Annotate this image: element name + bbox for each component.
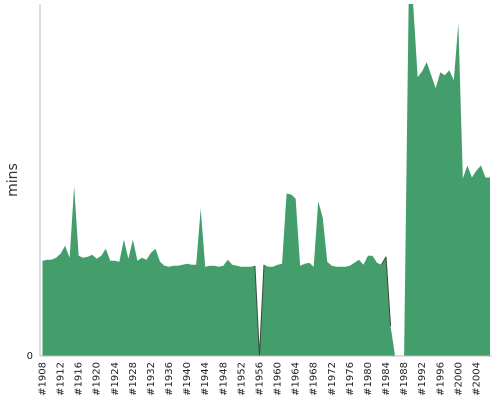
y-tick-label: 0 <box>27 351 33 362</box>
x-tick-label: #1960 <box>273 362 284 396</box>
x-tick-label: #1920 <box>92 362 103 396</box>
area-edge-segment <box>258 264 265 357</box>
x-tick-label: #1976 <box>345 362 356 396</box>
x-tick-label: #1940 <box>182 362 193 396</box>
x-tick-label: #1992 <box>417 362 428 396</box>
x-tick-label: #1948 <box>218 362 229 396</box>
x-tick-label: #1936 <box>164 362 175 396</box>
x-tick-label: #1908 <box>38 362 49 396</box>
x-tick-label: #1928 <box>128 362 139 396</box>
y-axis-title: mins <box>5 163 21 197</box>
x-tick-label: #1972 <box>327 362 338 396</box>
x-tick-label: #1988 <box>399 362 410 396</box>
x-tick-label: #2000 <box>453 362 464 396</box>
x-tick-label: #1912 <box>56 362 67 396</box>
area-edge-segment <box>254 265 260 357</box>
area-edge-segment <box>385 256 392 326</box>
x-tick-label: #1952 <box>236 362 247 396</box>
plot-area <box>42 4 490 357</box>
area-series <box>42 4 490 356</box>
x-tick-label: #1916 <box>74 362 85 396</box>
x-tick-label: #1924 <box>110 362 121 396</box>
area-edge-segment <box>381 256 387 265</box>
x-tick-label: #1996 <box>435 362 446 396</box>
x-tick-label: #1980 <box>363 362 374 396</box>
x-tick-label: #1984 <box>381 362 392 396</box>
x-tick-label: #1956 <box>254 362 265 396</box>
x-tick-label: #1932 <box>146 362 157 396</box>
x-tick-label: #1968 <box>309 362 320 396</box>
x-tick-label: #1944 <box>200 362 211 396</box>
x-tick-label: #2004 <box>471 362 482 396</box>
x-tick-label: #1964 <box>291 362 302 396</box>
x-axis-ticks: #1908 #1912 #1916 #1920 #1924 #1928 #1932 #1936… <box>38 362 483 396</box>
